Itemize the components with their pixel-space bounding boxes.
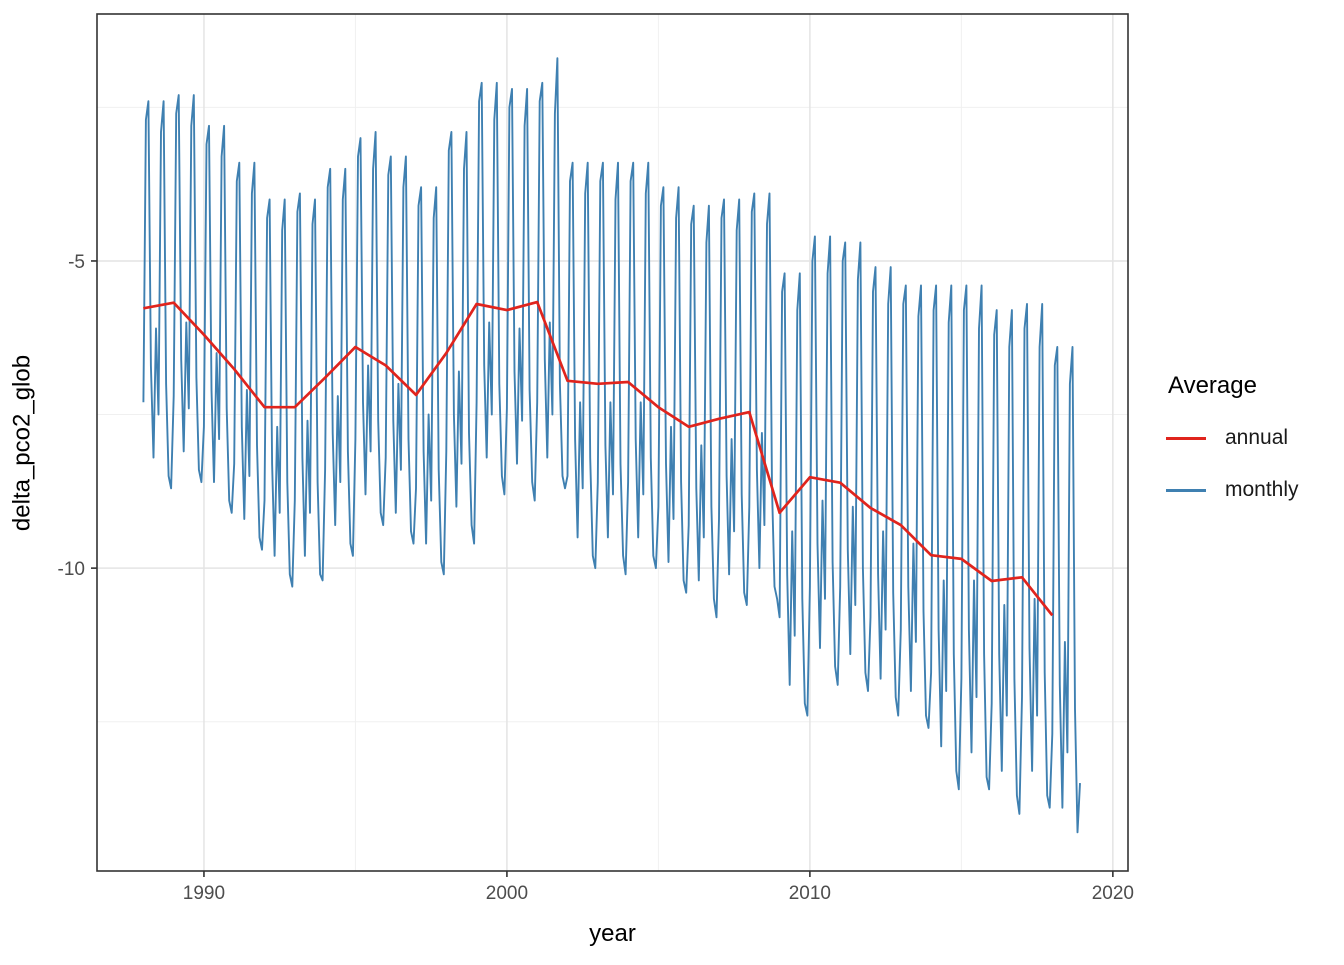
grid-minor — [97, 14, 1128, 871]
svg-text:2020: 2020 — [1092, 883, 1134, 904]
legend-item-annual: annual — [1166, 426, 1299, 450]
x-tick-labels: 1990 2000 2010 2020 — [183, 883, 1134, 904]
monthly-line-key-icon — [1166, 488, 1206, 492]
axis-ticks — [91, 260, 1114, 877]
svg-text:2000: 2000 — [486, 883, 528, 904]
svg-text:2010: 2010 — [789, 883, 831, 904]
series-line-monthly — [142, 57, 1081, 834]
legend-label-annual: annual — [1225, 426, 1289, 449]
y-tick-labels: -5 -10 — [58, 252, 85, 580]
svg-text:1990: 1990 — [183, 883, 225, 904]
panel-border — [96, 13, 1129, 872]
x-axis-title: year — [589, 920, 636, 947]
legend-label-monthly: monthly — [1225, 478, 1299, 501]
legend: Average annual monthly — [1166, 372, 1299, 530]
y-axis-title: delta_pco2_glob — [8, 354, 36, 532]
svg-text:-10: -10 — [58, 559, 85, 580]
annual-line-key-icon — [1166, 436, 1206, 440]
legend-item-monthly: monthly — [1166, 478, 1299, 502]
series-line-annual — [143, 300, 1054, 617]
legend-title: Average — [1168, 372, 1257, 399]
svg-text:-5: -5 — [68, 252, 85, 273]
